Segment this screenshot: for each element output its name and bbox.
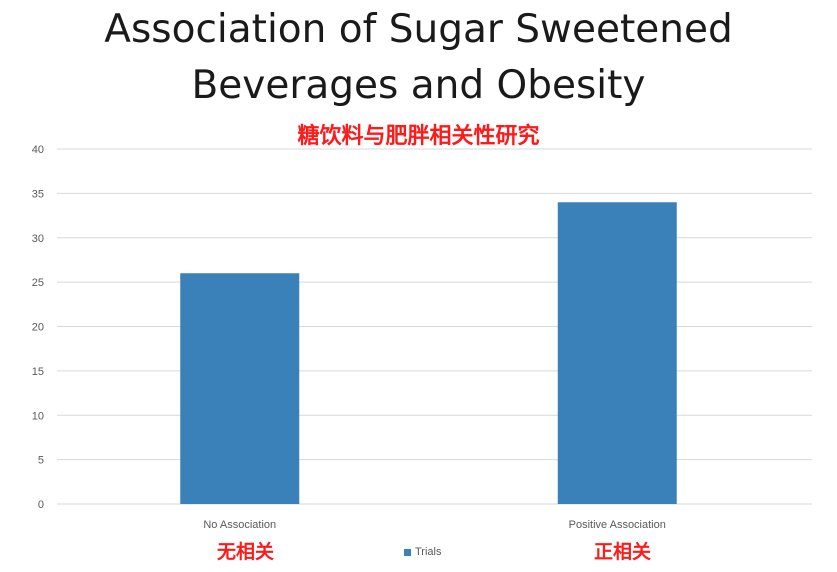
y-tick-label-35: 35 (32, 188, 44, 200)
chart-title: Association of Sugar Sweetened Beverages… (0, 2, 837, 114)
x-tick-label-positive-association: Positive Association (569, 519, 666, 531)
y-tick-label-15: 15 (32, 366, 44, 378)
chart-title-line-2: Beverages and Obesity (191, 63, 646, 108)
y-tick-label-20: 20 (32, 322, 44, 334)
chart-title-line-1: Association of Sugar Sweetened (104, 7, 733, 52)
x-tick-label-no-association: No Association (203, 519, 276, 531)
chart-subtitle-cn: 糖饮料与肥胖相关性研究 (297, 124, 540, 149)
category-label-cn-no-association: 无相关 (217, 541, 275, 563)
y-tick-label-10: 10 (32, 410, 44, 422)
category-label-cn-positive-association: 正相关 (594, 541, 652, 563)
legend-label-trials: Trials (415, 546, 442, 558)
y-tick-label-40: 40 (32, 144, 44, 156)
y-tick-label-5: 5 (38, 455, 44, 467)
y-tick-label-30: 30 (32, 233, 44, 245)
bar-no-association (180, 273, 300, 504)
y-tick-label-25: 25 (32, 277, 44, 289)
y-tick-label-0: 0 (38, 499, 44, 511)
legend-swatch-trials (404, 548, 411, 556)
bar-positive-association (557, 202, 677, 504)
chart-legend: Trials (404, 546, 441, 558)
